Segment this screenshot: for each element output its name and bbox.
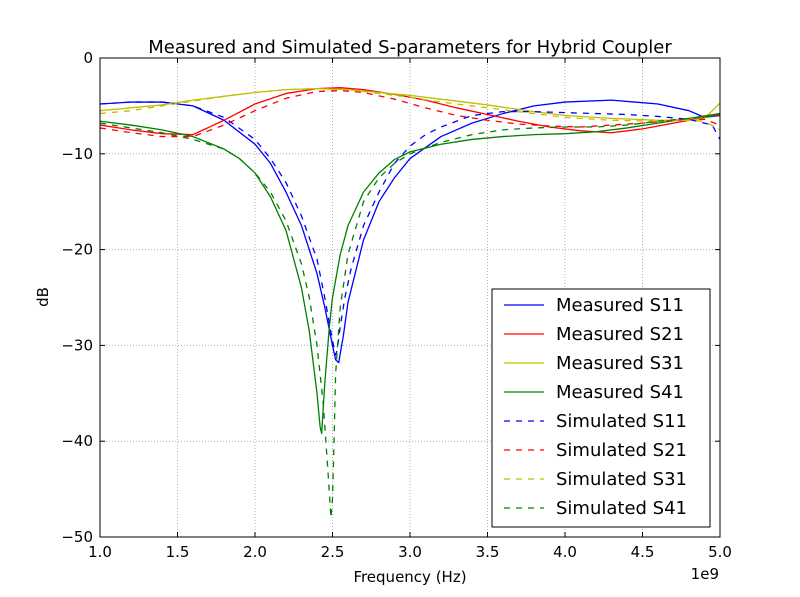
ticks: 1.0 1.5 2.0 2.5 3.0 3.5 4.0 4.5 5.0 0 −10 −20 −30 −40… xyxy=(61,49,732,561)
x-offset-label: 1e9 xyxy=(691,565,719,583)
legend-label: Measured S31 xyxy=(556,353,684,374)
x-tick-label: 3.5 xyxy=(476,543,500,561)
series-line xyxy=(100,112,720,435)
y-tick-label: −30 xyxy=(61,336,93,354)
x-tick-label: 2.5 xyxy=(321,543,345,561)
y-tick-label: −40 xyxy=(61,432,93,450)
legend-label: Simulated S21 xyxy=(556,440,687,461)
legend-label: Simulated S11 xyxy=(556,411,687,432)
x-tick-label: 5.0 xyxy=(708,543,732,561)
x-tick-label: 1.0 xyxy=(88,543,112,561)
y-tick-label: −50 xyxy=(61,528,93,546)
series-lines xyxy=(100,87,720,519)
legend-label: Measured S11 xyxy=(556,295,684,316)
legend-label: Simulated S41 xyxy=(556,498,687,519)
y-axis-label: dB xyxy=(34,287,52,307)
y-tick-label: 0 xyxy=(83,49,93,67)
plot-frame xyxy=(99,57,721,538)
chart-title: Measured and Simulated S-parameters for … xyxy=(148,37,672,58)
legend-label: Measured S21 xyxy=(556,324,684,345)
series-line xyxy=(100,99,720,364)
series-line xyxy=(100,88,720,131)
y-tick-label: −20 xyxy=(61,241,93,259)
x-tick-label: 4.5 xyxy=(631,543,655,561)
legend: Measured S11 Measured S21 Measured S31 Meas… xyxy=(491,288,711,528)
series-line xyxy=(100,89,720,138)
series-line xyxy=(100,88,720,121)
series-line xyxy=(100,101,720,356)
y-tick-label: −10 xyxy=(61,145,93,163)
x-tick-label: 2.0 xyxy=(243,543,267,561)
legend-label: Measured S41 xyxy=(556,382,684,403)
x-tick-label: 4.0 xyxy=(553,543,577,561)
x-tick-label: 1.5 xyxy=(166,543,190,561)
legend-label: Simulated S31 xyxy=(556,469,687,490)
legend-box xyxy=(491,288,711,528)
x-axis-label: Frequency (Hz) xyxy=(353,568,466,586)
x-tick-label: 3.0 xyxy=(398,543,422,561)
